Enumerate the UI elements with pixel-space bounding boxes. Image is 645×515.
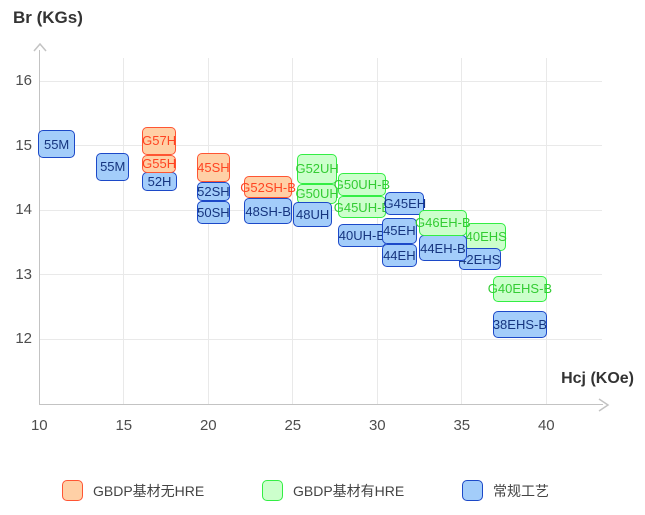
grade-box-g45eh: G45EH xyxy=(384,191,426,216)
x-axis-arrow-icon xyxy=(598,398,610,412)
x-tick-label: 25 xyxy=(284,417,302,434)
grade-box-40uh-b: 40UH-B xyxy=(337,223,386,247)
grade-box-52h: 52H xyxy=(142,171,177,191)
grade-box-g40ehs-b: G40EHS-B xyxy=(488,275,552,302)
y-axis-line xyxy=(39,50,40,405)
y-tick-label: 12 xyxy=(15,330,32,347)
gridline-vertical xyxy=(207,58,209,404)
x-tick-label: 40 xyxy=(537,417,555,434)
y-tick-label: 15 xyxy=(15,136,32,154)
legend-swatch-orange-icon xyxy=(62,480,83,501)
gridline-horizontal xyxy=(40,274,602,275)
x-axis-line xyxy=(39,404,603,405)
grade-box-52sh: 52SH xyxy=(196,181,231,201)
grade-box-g52uh: G52UH xyxy=(295,153,339,184)
grade-box-48uh: 48UH xyxy=(293,201,332,227)
legend-swatch-blue-icon xyxy=(462,480,483,501)
y-axis-title: Br (KGs) xyxy=(13,8,83,27)
grade-box-g45uh-b: G45UH-B xyxy=(334,195,390,219)
grade-box-45sh: 45SH xyxy=(196,153,231,182)
x-tick-label: 30 xyxy=(368,417,386,434)
legend-label: GBDP基材有HRE xyxy=(293,482,405,499)
x-tick-label: 20 xyxy=(199,417,217,434)
x-tick-label: 10 xyxy=(30,417,48,434)
x-tick-label: 35 xyxy=(453,417,471,434)
grade-box-45eh: 45EH xyxy=(381,218,417,244)
legend-item-gbdp-no-hre[interactable]: GBDP基材无HRE xyxy=(62,480,204,501)
grade-box-55m: 55M xyxy=(38,130,75,159)
grade-box-38ehs-b: 38EHS-B xyxy=(493,311,547,338)
grade-box-40ehs: 40EHS xyxy=(466,222,507,251)
legend-swatch-green-icon xyxy=(262,480,283,501)
grade-box-42ehs: 42EHS xyxy=(458,248,501,270)
grade-box-g52sh-b: G52SH-B xyxy=(240,176,296,199)
y-tick-label: 16 xyxy=(15,72,32,89)
gridline-horizontal xyxy=(40,145,602,146)
x-tick-label: 15 xyxy=(115,417,133,434)
grade-box-48sh-b: 48SH-B xyxy=(244,198,292,225)
gridline-vertical xyxy=(545,58,547,404)
gridline-horizontal xyxy=(40,338,602,340)
y-tick-label: 14 xyxy=(15,201,32,218)
legend-label: GBDP基材无HRE xyxy=(93,482,205,499)
grade-box-g46eh-b: G46EH-B xyxy=(415,210,471,236)
grade-box-g57h: G57H xyxy=(142,126,176,156)
legend: GBDP基材无HRE GBDP基材有HRE 常规工艺 xyxy=(0,478,645,508)
gridline-horizontal xyxy=(40,80,602,82)
legend-item-gbdp-with-hre[interactable]: GBDP基材有HRE xyxy=(262,480,404,501)
legend-item-conventional[interactable]: 常规工艺 xyxy=(462,480,549,501)
grade-box-55m: 55M xyxy=(96,152,130,181)
grade-box-50sh: 50SH xyxy=(196,200,231,225)
grade-box-g50uh: G50UH xyxy=(295,183,339,204)
grade-box-44eh-b: 44EH-B xyxy=(418,235,468,261)
grade-box-44eh: 44EH xyxy=(381,243,417,267)
y-axis-arrow-icon xyxy=(33,43,47,52)
legend-label: 常规工艺 xyxy=(493,482,549,499)
grade-box-g55h: G55H xyxy=(142,155,177,173)
x-axis-title: Hcj (KOe) xyxy=(561,370,634,387)
gridline-vertical xyxy=(292,58,294,404)
gridline-vertical xyxy=(123,58,125,404)
grade-box-g50uh-b: G50UH-B xyxy=(334,173,390,196)
y-tick-label: 13 xyxy=(15,265,32,283)
